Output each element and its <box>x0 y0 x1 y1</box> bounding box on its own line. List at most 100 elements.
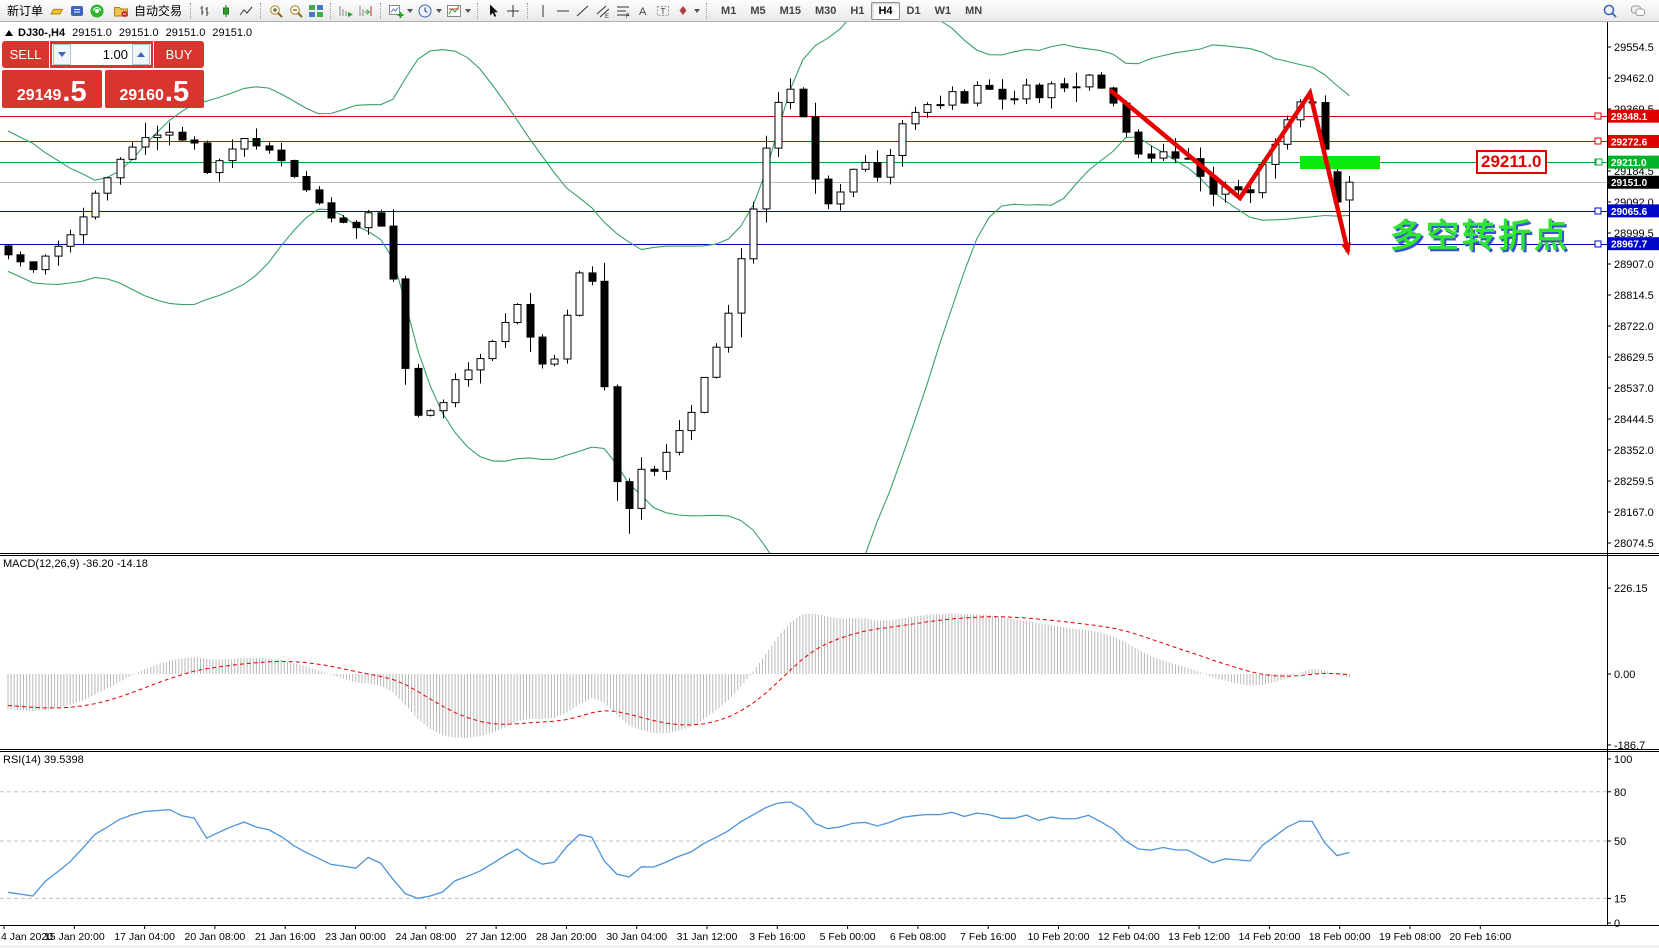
sell-price-display[interactable]: 29149 .5 <box>2 70 102 108</box>
template-dropdown-caret[interactable] <box>465 8 472 13</box>
svg-text:29348.1: 29348.1 <box>1611 112 1648 123</box>
svg-text:226.15: 226.15 <box>1614 583 1648 595</box>
toolbar-separator <box>260 2 262 19</box>
bar-chart-icon[interactable] <box>197 2 215 20</box>
svg-text:29462.0: 29462.0 <box>1614 73 1654 85</box>
level-lines-layer <box>0 112 1607 248</box>
svg-text:28999.5: 28999.5 <box>1614 228 1654 240</box>
chat-icon[interactable] <box>1629 2 1647 20</box>
vertical-line-icon[interactable] <box>534 2 552 20</box>
svg-text:29184.5: 29184.5 <box>1614 166 1654 178</box>
svg-text:21 Jan 16:00: 21 Jan 16:00 <box>255 931 316 943</box>
timeframe-w1[interactable]: W1 <box>934 4 952 17</box>
price-callout-label[interactable]: 29211.0 <box>1476 150 1547 174</box>
svg-text:E: E <box>605 14 609 19</box>
svg-text:14 Feb 20:00: 14 Feb 20:00 <box>1238 931 1300 943</box>
new-order-button[interactable]: 新订单 <box>7 4 44 18</box>
svg-text:6 Feb 08:00: 6 Feb 08:00 <box>890 931 946 943</box>
trade-book-icon[interactable] <box>68 2 86 20</box>
drawing-annotations-layer <box>1108 87 1607 256</box>
buy-price-display[interactable]: 29160 .5 <box>104 70 204 108</box>
svg-text:28722.0: 28722.0 <box>1614 321 1654 333</box>
timeframe-m30[interactable]: M30 <box>815 4 837 17</box>
svg-text:31 Jan 12:00: 31 Jan 12:00 <box>677 931 738 943</box>
gold-bar-icon[interactable] <box>48 2 66 20</box>
chart-shift-icon[interactable] <box>357 2 375 20</box>
svg-text:27 Jan 12:00: 27 Jan 12:00 <box>466 931 527 943</box>
svg-text:29211.0: 29211.0 <box>1611 158 1647 169</box>
lot-increase-button[interactable] <box>132 44 150 65</box>
timeframe-m5[interactable]: M5 <box>750 4 766 17</box>
bollinger-bands-layer <box>7 22 1350 553</box>
period-clock-icon[interactable] <box>416 2 434 20</box>
svg-text:13 Feb 12:00: 13 Feb 12:00 <box>1168 931 1230 943</box>
triangle-up-icon <box>137 52 145 57</box>
buy-button[interactable]: BUY <box>154 41 204 68</box>
svg-text:50: 50 <box>1614 836 1626 848</box>
ohlc-high: 29151.0 <box>118 27 159 39</box>
svg-text:28907.0: 28907.0 <box>1614 259 1654 271</box>
lot-value[interactable]: 1.00 <box>102 47 128 62</box>
timeframe-m1[interactable]: M1 <box>721 4 737 17</box>
zoom-out-icon[interactable] <box>287 2 305 20</box>
timeframe-buttons: M1 M5 M15 M30 H1 H4 D1 W1 MN <box>714 1 989 20</box>
timeframe-h1[interactable]: H1 <box>850 4 865 17</box>
autotrading-button[interactable]: 自动交易 <box>107 1 186 21</box>
lot-decrease-button[interactable] <box>53 44 71 65</box>
svg-text:12 Feb 04:00: 12 Feb 04:00 <box>1098 931 1160 943</box>
cursor-icon[interactable] <box>484 2 502 20</box>
horizontal-line-icon[interactable] <box>554 2 572 20</box>
macd-layer <box>7 613 1350 738</box>
signal-icon[interactable] <box>88 2 106 20</box>
svg-text:F: F <box>626 14 630 19</box>
turning-point-annotation[interactable]: 多空转折点 <box>1390 217 1570 254</box>
timeframe-d1[interactable]: D1 <box>906 4 921 17</box>
text-icon[interactable]: A <box>634 2 652 20</box>
svg-text:28444.5: 28444.5 <box>1614 414 1654 426</box>
arrow-objects-dropdown-caret[interactable] <box>694 8 701 13</box>
period-dropdown-caret[interactable] <box>436 8 443 13</box>
svg-text:29272.6: 29272.6 <box>1611 137 1648 148</box>
buy-price-main: 29160 <box>119 87 164 104</box>
sell-button[interactable]: SELL <box>2 41 49 68</box>
crosshair-icon[interactable] <box>504 2 522 20</box>
svg-text:18 Feb 00:00: 18 Feb 00:00 <box>1309 931 1371 943</box>
svg-text:0: 0 <box>1614 918 1620 930</box>
svg-text:28967.7: 28967.7 <box>1611 240 1648 251</box>
new-chart-dropdown-caret[interactable] <box>407 8 414 13</box>
trendline-icon[interactable] <box>574 2 592 20</box>
fibonacci-icon[interactable]: F <box>614 2 632 20</box>
new-chart-icon[interactable] <box>387 2 405 20</box>
svg-text:5 Feb 00:00: 5 Feb 00:00 <box>820 931 876 943</box>
lot-size-wrap: 1.00 <box>50 41 153 68</box>
timeframe-m15[interactable]: M15 <box>779 4 801 17</box>
svg-text:17 Jan 04:00: 17 Jan 04:00 <box>114 931 175 943</box>
tile-windows-icon[interactable] <box>307 2 325 20</box>
arrow-objects-icon[interactable] <box>674 2 692 20</box>
zoom-in-icon[interactable] <box>267 2 285 20</box>
one-click-trading-panel: SELL 1.00 BUY 29149 .5 29160 .5 <box>2 41 204 108</box>
line-chart-icon[interactable] <box>237 2 255 20</box>
lot-size-input[interactable]: 1.00 <box>52 44 151 65</box>
svg-text:10 Feb 20:00: 10 Feb 20:00 <box>1028 931 1090 943</box>
text-label-icon[interactable]: T <box>654 2 672 20</box>
main-toolbar: 新订单 自动交易 <box>0 0 1659 22</box>
svg-text:28537.0: 28537.0 <box>1614 383 1654 395</box>
svg-text:29554.5: 29554.5 <box>1614 42 1654 54</box>
svg-text:29151.0: 29151.0 <box>1611 178 1648 189</box>
symbol-header: DJ30-,H4 29151.0 29151.0 29151.0 29151.0 <box>5 27 252 39</box>
search-icon[interactable] <box>1601 2 1619 20</box>
autoscroll-icon[interactable] <box>337 2 355 20</box>
timeframe-mn[interactable]: MN <box>965 4 983 17</box>
sell-price-frac: .5 <box>62 76 87 109</box>
svg-text:0.00: 0.00 <box>1614 669 1635 681</box>
toolbar-separator <box>477 2 479 19</box>
candlestick-chart-icon[interactable] <box>217 2 235 20</box>
svg-text:28259.5: 28259.5 <box>1614 476 1654 488</box>
template-icon[interactable] <box>445 2 463 20</box>
toolbar-separator <box>380 2 382 19</box>
equidistant-channel-icon[interactable]: E <box>594 2 612 20</box>
timeframe-h4[interactable]: H4 <box>871 1 900 20</box>
svg-text:15 Jan 20:00: 15 Jan 20:00 <box>44 931 105 943</box>
